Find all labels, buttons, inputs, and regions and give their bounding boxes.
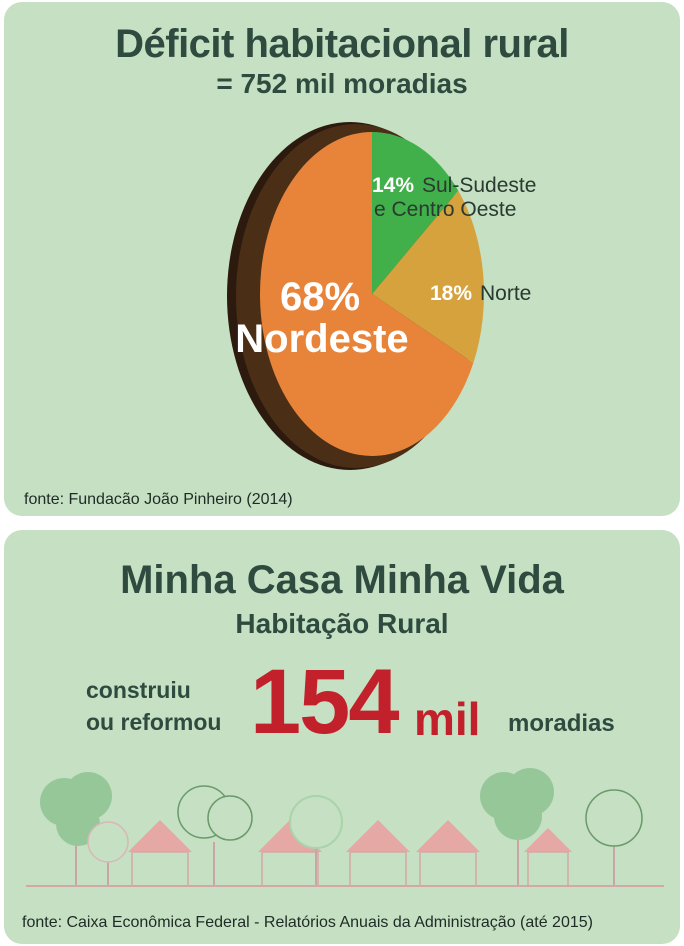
- slice-sul-label-2: e Centro Oeste: [374, 198, 516, 221]
- deficit-source: fonte: Fundacão João Pinheiro (2014): [24, 491, 293, 508]
- tree-icon: [177, 785, 253, 886]
- house-icon: [346, 820, 410, 887]
- stat-number: 154: [250, 651, 399, 753]
- village-illustration: [26, 768, 664, 887]
- tree-icon: [480, 768, 554, 886]
- house-icon: [416, 820, 480, 887]
- mcmv-source: fonte: Caixa Econômica Federal - Relatór…: [22, 914, 593, 931]
- pie-chart: 68% Nordeste 14% Sul-Sudeste e Centro Oe…: [227, 122, 536, 470]
- mcmv-subtitle: Habitação Rural: [235, 608, 449, 639]
- slice-norte-label: Norte: [480, 282, 531, 305]
- stat-verb: construiu ou reformou: [86, 674, 221, 738]
- pie-labels: 68% Nordeste 14% Sul-Sudeste e Centro Oe…: [235, 174, 536, 361]
- mcmv-title: Minha Casa Minha Vida: [120, 558, 564, 602]
- stat-line-1: construiu: [86, 677, 191, 703]
- tree-icon: [289, 795, 343, 886]
- stat-moradias: moradias: [508, 710, 615, 737]
- slice-nordeste-pct: 68%: [280, 275, 360, 319]
- slice-sul-label-1: Sul-Sudeste: [422, 174, 536, 197]
- deficit-subtitle: = 752 mil moradias: [216, 68, 468, 99]
- tree-icon: [87, 821, 129, 886]
- stat-unit: mil: [414, 693, 481, 745]
- pie-slices: [260, 132, 484, 456]
- slice-sul-pct-value: 14%: [372, 174, 414, 197]
- slice-sul-sudeste: [372, 132, 459, 294]
- slice-nordeste-label: Nordeste: [235, 317, 408, 361]
- house-icon: [524, 828, 572, 887]
- slice-nordeste: [260, 132, 474, 456]
- stat-line-2: ou reformou: [86, 709, 222, 735]
- house-icon: [128, 820, 192, 887]
- slice-norte-pct: 18%: [430, 282, 472, 305]
- deficit-panel: Déficit habitacional rural = 752 mil mor…: [4, 2, 680, 516]
- deficit-title: Déficit habitacional rural: [115, 22, 569, 66]
- slice-norte: [372, 190, 484, 363]
- tree-icon: [585, 789, 643, 886]
- mcmv-panel: Minha Casa Minha Vida Habitação Rural co…: [4, 530, 680, 944]
- slice-sul-pct: 14%: [372, 174, 414, 197]
